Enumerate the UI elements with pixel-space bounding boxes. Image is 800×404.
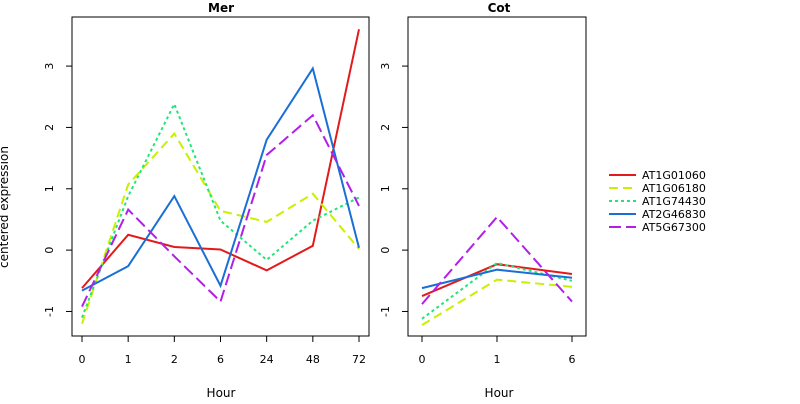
x-tick-label: 72	[352, 353, 366, 366]
legend-label: AT1G74430	[642, 195, 706, 208]
y-tick-label: 2	[379, 124, 392, 131]
x-tick-label: 6	[217, 353, 224, 366]
y-tick-label: 0	[43, 247, 56, 254]
series-line-at5g67300	[421, 215, 573, 305]
y-tick-label: -1	[43, 306, 56, 317]
legend-label: AT5G67300	[642, 221, 706, 234]
y-tick-label: 0	[379, 247, 392, 254]
y-tick-label: 3	[379, 63, 392, 70]
y-tick-label: 1	[43, 185, 56, 192]
x-tick-label: 1	[125, 353, 132, 366]
x-tick-label: 1	[494, 353, 501, 366]
legend-label: AT1G01060	[642, 169, 706, 182]
panel-title: Mer	[208, 1, 234, 15]
series-line-at5g67300	[81, 113, 360, 308]
y-tick-label: -1	[379, 306, 392, 317]
x-tick-label: 24	[260, 353, 274, 366]
y-tick-label: 2	[43, 124, 56, 131]
x-tick-label: 48	[306, 353, 320, 366]
panel-mer: Mer Hour 0 1 2 6 24 48 72 -1 0 1 2 3	[43, 1, 370, 400]
series-line-at1g06180	[421, 278, 573, 326]
x-axis-label: Hour	[485, 386, 514, 400]
series-line-at2g46830	[81, 66, 360, 292]
x-axis-label: Hour	[207, 386, 236, 400]
panel-title: Cot	[488, 1, 511, 15]
x-tick-label: 6	[569, 353, 576, 366]
legend: AT1G01060AT1G06180AT1G74430AT2G46830AT5G…	[609, 169, 706, 234]
legend-label: AT2G46830	[642, 208, 706, 221]
x-tick-label: 0	[79, 353, 86, 366]
legend-label: AT1G06180	[642, 182, 706, 195]
plot-frame	[71, 16, 370, 337]
series-line-at1g01060	[81, 29, 360, 289]
y-tick-label: 3	[43, 63, 56, 70]
panel-cot: Cot Hour 0 1 6 -1 0 1 2 3	[379, 1, 587, 400]
x-tick-label: 2	[171, 353, 178, 366]
y-tick-label: 1	[379, 185, 392, 192]
series-line-at2g46830	[421, 268, 573, 290]
y-axis-label: centered expression	[0, 146, 11, 268]
series-line-at1g06180	[81, 131, 360, 325]
x-tick-label: 0	[419, 353, 426, 366]
